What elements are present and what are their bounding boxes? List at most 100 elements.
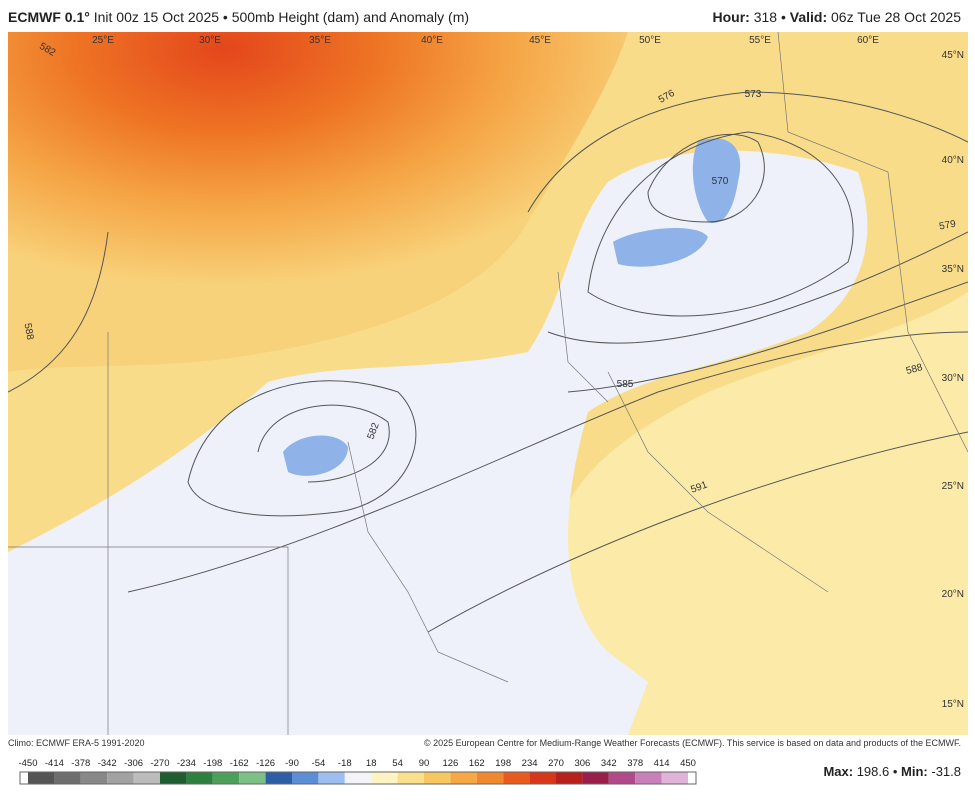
colorbar-tick-label: -270 — [150, 758, 169, 769]
hour: 318 — [753, 9, 778, 25]
stats: Max: 198.6 • Min: -31.8 — [823, 764, 961, 779]
colorbar-swatch — [529, 772, 556, 784]
colorbar-tick-label: 18 — [366, 758, 377, 769]
colorbar-tick-label: -126 — [256, 758, 275, 769]
colorbar-tick-label: 54 — [392, 758, 403, 769]
colorbar-tick-label: -198 — [203, 758, 222, 769]
colorbar-tick-label: -450 — [18, 758, 37, 769]
colorbar-tick-label: 234 — [522, 758, 538, 769]
header-left: ECMWF 0.1° Init 00z 15 Oct 2025 • 500mb … — [8, 9, 469, 25]
valid: 06z Tue 28 Oct 2025 — [831, 9, 961, 25]
contour-label: 588 — [22, 322, 36, 341]
colorbar-swatch — [503, 772, 530, 784]
colorbar-tick-label: -54 — [312, 758, 326, 769]
cool-core — [692, 138, 741, 223]
header-right: Hour: 318 • Valid: 06z Tue 28 Oct 2025 — [712, 9, 962, 25]
colorbar: -450 -414 -378 -342 -306 -270 -234 -198 -162 -126… — [18, 758, 697, 785]
colorbar-tick-label: -90 — [285, 758, 299, 769]
colorbar-swatch — [661, 772, 688, 784]
colorbar-swatch — [476, 772, 504, 784]
colorbar-swatch — [28, 772, 55, 784]
max-label: Max: — [823, 764, 854, 779]
colorbar-swatch — [80, 772, 108, 784]
colorbar-tick-label: 342 — [601, 758, 617, 769]
colorbar-swatch — [450, 772, 477, 784]
colorbar-swatch — [186, 772, 213, 784]
longitude-label: 40°E — [421, 35, 443, 46]
longitude-label: 35°E — [309, 35, 331, 46]
colorbar-tick-label: -306 — [124, 758, 143, 769]
hour-label: Hour: — [712, 9, 750, 25]
colorbar-swatch — [265, 772, 292, 784]
colorbar-swatch — [397, 772, 424, 784]
colorbar-tick-label: 270 — [548, 758, 564, 769]
colorbar-swatch — [371, 772, 398, 784]
longitude-label: 50°E — [639, 35, 661, 46]
min: -31.8 — [931, 764, 961, 779]
cool-core — [613, 227, 708, 267]
cool-region — [8, 150, 868, 735]
latitude-label: 20°N — [942, 589, 964, 600]
longitude-label: 45°E — [529, 35, 551, 46]
colorbar-tick-label: 306 — [574, 758, 590, 769]
warm-anomaly — [8, 32, 628, 372]
max: 198.6 — [856, 764, 890, 779]
latitude-label: 25°N — [942, 481, 964, 492]
colorbar-tick-label: 162 — [469, 758, 485, 769]
colorbar-tick-label: -342 — [98, 758, 117, 769]
colorbar-swatch — [212, 772, 240, 784]
copyright: © 2025 European Centre for Medium-Range … — [423, 738, 961, 748]
latitude-labels: 45°N 40°N 35°N 30°N 25°N 20°N 15°N — [942, 50, 964, 710]
latitude-label: 40°N — [942, 155, 964, 166]
contour-label: 579 — [938, 219, 957, 233]
boundaries — [8, 32, 968, 735]
longitude-label: 25°E — [92, 35, 114, 46]
colorbar-tick-label: -234 — [177, 758, 196, 769]
colorbar-tick-label: -378 — [71, 758, 90, 769]
pale-region — [548, 292, 968, 735]
contour-label: 570 — [712, 176, 729, 187]
longitude-label: 55°E — [749, 35, 771, 46]
colorbar-swatch — [635, 772, 662, 784]
description: Init 00z 15 Oct 2025 • 500mb Height (dam… — [93, 9, 470, 25]
colorbar-swatch — [133, 772, 160, 784]
colorbar-swatch — [160, 772, 187, 784]
colorbar-tick-label: -162 — [230, 758, 249, 769]
colorbar-tick-label: -414 — [45, 758, 64, 769]
cool-core — [283, 435, 348, 476]
longitude-label: 30°E — [199, 35, 221, 46]
colorbar-swatch — [582, 772, 609, 784]
latitude-label: 45°N — [942, 50, 964, 61]
colorbar-swatch — [292, 772, 319, 784]
colorbar-tick-label: 450 — [680, 758, 696, 769]
colorbar-tick-label: 414 — [654, 758, 670, 769]
longitude-label: 60°E — [857, 35, 879, 46]
colorbar-frame — [19, 771, 697, 785]
colorbar-swatch — [107, 772, 134, 784]
colorbar-tick-label: 198 — [495, 758, 511, 769]
colorbar-tick-label: -18 — [338, 758, 352, 769]
map: 25°E 30°E 35°E 40°E 45°E 50°E 55°E 60°E 45°N 40°… — [8, 32, 968, 735]
colorbar-swatch — [54, 772, 81, 784]
climo: Climo: ECMWF ERA-5 1991-2020 — [8, 738, 145, 748]
contour-label: 588 — [905, 362, 924, 377]
contour-label: 585 — [617, 379, 634, 390]
valid-label: Valid: — [789, 9, 828, 25]
contour-label: 573 — [745, 89, 762, 100]
latitude-label: 30°N — [942, 373, 964, 384]
latitude-label: 35°N — [942, 264, 964, 275]
colorbar-tick-label: 378 — [627, 758, 643, 769]
colorbar-tick-label: 90 — [419, 758, 430, 769]
colorbar-swatch — [318, 772, 345, 784]
latitude-label: 15°N — [942, 699, 964, 710]
colorbar-swatch — [344, 772, 372, 784]
colorbar-swatch — [556, 772, 583, 784]
colorbar-swatch — [608, 772, 636, 784]
colorbar-swatch — [424, 772, 451, 784]
min-label: Min: — [901, 764, 928, 779]
colorbar-swatch — [239, 772, 266, 784]
model: ECMWF 0.1° — [8, 9, 90, 25]
longitude-labels: 25°E 30°E 35°E 40°E 45°E 50°E 55°E 60°E — [92, 35, 879, 46]
colorbar-tick-label: 126 — [442, 758, 458, 769]
